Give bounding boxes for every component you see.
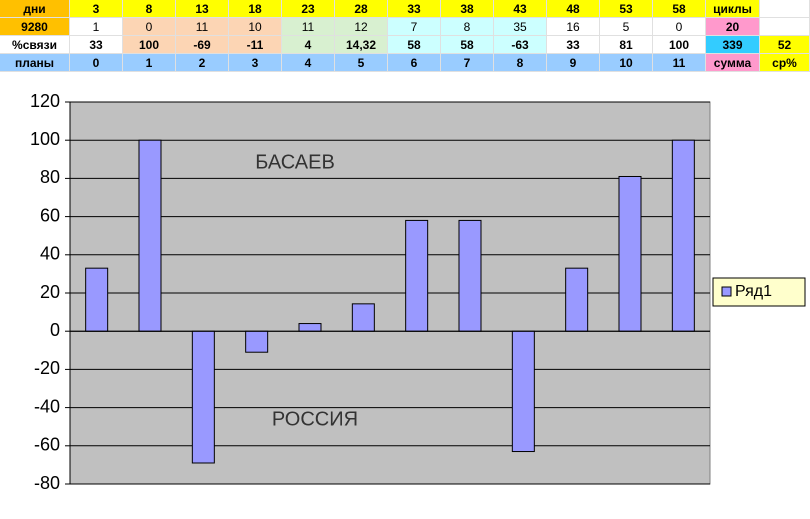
bar <box>245 330 269 353</box>
table-cell: ср% <box>760 54 810 72</box>
table-cell: 7 <box>388 18 441 36</box>
table-cell: 11 <box>176 18 229 36</box>
table-cell: 9280 <box>0 18 70 36</box>
legend-swatch <box>721 286 732 297</box>
table-cell: 3 <box>229 54 282 72</box>
y-tick-label: 80 <box>40 167 60 187</box>
table-cell: 1 <box>123 54 176 72</box>
y-tick-label: 20 <box>40 282 60 302</box>
table-cell: 38 <box>441 0 494 18</box>
table-cell: 33 <box>388 0 441 18</box>
table-cell: сумма <box>706 54 760 72</box>
table-cell: 5 <box>335 54 388 72</box>
bar <box>405 219 429 332</box>
y-tick-label: -60 <box>34 435 60 455</box>
table-cell: планы <box>0 54 70 72</box>
table-cell: 18 <box>229 0 282 18</box>
table-cell: 0 <box>70 54 123 72</box>
y-tick-label: 0 <box>50 320 60 340</box>
table-cell: 339 <box>706 36 760 54</box>
table-cell: 23 <box>282 0 335 18</box>
y-tick-label: 100 <box>30 129 60 149</box>
table-cell: -69 <box>176 36 229 54</box>
table-cell: 13 <box>176 0 229 18</box>
table-cell: 6 <box>388 54 441 72</box>
table-cell: 58 <box>441 36 494 54</box>
bar <box>138 139 162 332</box>
table-cell: 58 <box>653 0 706 18</box>
table-cell: 14,32 <box>335 36 388 54</box>
bar <box>85 267 109 332</box>
y-tick-label: -20 <box>34 358 60 378</box>
table-cell: 12 <box>335 18 388 36</box>
table-cell: 4 <box>282 54 335 72</box>
table-cell: 43 <box>494 0 547 18</box>
table-cell: 0 <box>653 18 706 36</box>
legend-label: Ряд1 <box>735 283 772 300</box>
y-tick-label: 60 <box>40 205 60 225</box>
table-cell: 10 <box>600 54 653 72</box>
annotation: РОССИЯ <box>272 408 358 430</box>
table-cell: -63 <box>494 36 547 54</box>
table-cell: 7 <box>441 54 494 72</box>
table-cell: 1 <box>70 18 123 36</box>
table-cell: 8 <box>441 18 494 36</box>
table-cell: 81 <box>600 36 653 54</box>
annotation: БАСАЕВ <box>255 151 335 173</box>
bar <box>565 267 589 332</box>
bar <box>191 330 215 464</box>
table-cell <box>760 18 810 36</box>
y-tick-label: -40 <box>34 396 60 416</box>
table-cell: циклы <box>706 0 760 18</box>
y-tick-label: 40 <box>40 244 60 264</box>
table-cell: 33 <box>70 36 123 54</box>
table-cell: 11 <box>653 54 706 72</box>
bar <box>511 330 535 453</box>
table-cell: 4 <box>282 36 335 54</box>
table-cell: 100 <box>653 36 706 54</box>
table-cell: -11 <box>229 36 282 54</box>
table-cell: 100 <box>123 36 176 54</box>
table-cell: 5 <box>600 18 653 36</box>
bar <box>671 139 695 332</box>
table-cell: 8 <box>123 0 176 18</box>
bar <box>298 323 322 332</box>
table-cell: 28 <box>335 0 388 18</box>
table-cell: 11 <box>282 18 335 36</box>
table-cell: 20 <box>706 18 760 36</box>
bar <box>351 303 375 332</box>
table-cell: дни <box>0 0 70 18</box>
bar <box>618 175 642 332</box>
table-cell: 3 <box>70 0 123 18</box>
table-cell: 9 <box>547 54 600 72</box>
table-cell: 8 <box>494 54 547 72</box>
table-cell: 58 <box>388 36 441 54</box>
legend: Ряд1 <box>712 277 806 307</box>
table-cell <box>760 0 810 18</box>
table-cell: 52 <box>760 36 810 54</box>
bar <box>458 219 482 332</box>
table-cell: 10 <box>229 18 282 36</box>
spreadsheet-table: дни 3 8 13 18 23 28 33 38 43 48 53 58 циклы 9280 1 0 11 10… <box>0 0 810 72</box>
table-cell: %связи <box>0 36 70 54</box>
table-cell: 0 <box>123 18 176 36</box>
table-cell: 2 <box>176 54 229 72</box>
table-cell: 35 <box>494 18 547 36</box>
table-cell: 16 <box>547 18 600 36</box>
table-cell: 53 <box>600 0 653 18</box>
table-cell: 33 <box>547 36 600 54</box>
y-tick-label: 120 <box>30 91 60 111</box>
table-cell: 48 <box>547 0 600 18</box>
chart: -80 -60 -40 -20 0 20 40 60 80 100 120 БАСАЕВ РОССИЯ Р… <box>30 91 806 493</box>
y-tick-label: -80 <box>34 473 60 493</box>
